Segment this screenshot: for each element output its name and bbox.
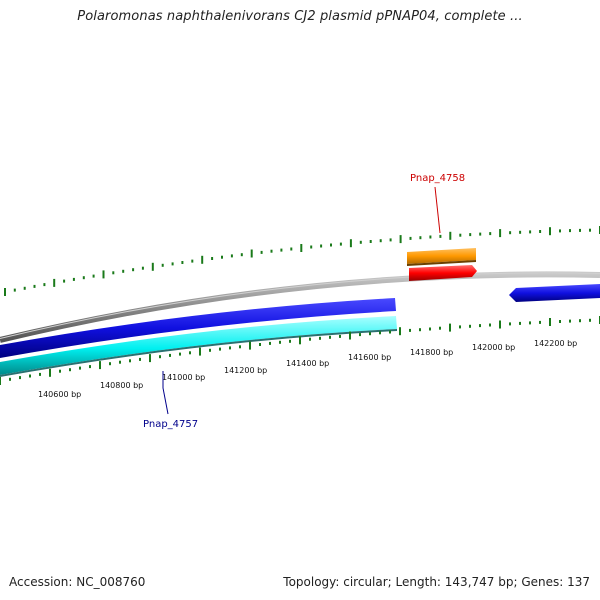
page-title: Polaromonas naphthalenivorans CJ2 plasmi… [77, 9, 523, 24]
tick-label: 141200 bp [224, 366, 267, 375]
tick-label: 142200 bp [534, 339, 577, 348]
gene-feature-pnap-4757-forward [0, 298, 396, 358]
gene-feature-pnap-4758 [409, 265, 477, 281]
genome-summary: Topology: circular; Length: 143,747 bp; … [283, 575, 590, 589]
tick-label: 140600 bp [38, 390, 81, 399]
backbone-track [0, 271, 600, 343]
tick-label: 141800 bp [410, 348, 453, 357]
tick-label: 141600 bp [348, 353, 391, 362]
gene-feature-right-blue [509, 284, 600, 302]
gene-feature-orange-shadow [407, 260, 476, 266]
tick-labels: 140600 bp 140800 bp 141000 bp 141200 bp … [38, 339, 577, 399]
gene-label-pnap-4758: Pnap_4758 [410, 173, 465, 184]
tick-label: 141000 bp [162, 373, 205, 382]
label-leader-pnap-4757 [162, 371, 169, 415]
gene-label-pnap-4757: Pnap_4757 [143, 419, 198, 430]
inner-tick-ring [0, 316, 600, 385]
gene-feature-pnap-4757 [0, 316, 397, 375]
accession-text: Accession: NC_008760 [9, 575, 146, 589]
tick-label: 141400 bp [286, 359, 329, 368]
outer-tick-ring [4, 226, 600, 296]
tick-label: 142000 bp [472, 343, 515, 352]
backbone-highlight [0, 272, 600, 339]
gene-feature-orange [407, 248, 476, 264]
tick-label: 140800 bp [100, 381, 143, 390]
label-leader-pnap-4758 [434, 186, 441, 234]
